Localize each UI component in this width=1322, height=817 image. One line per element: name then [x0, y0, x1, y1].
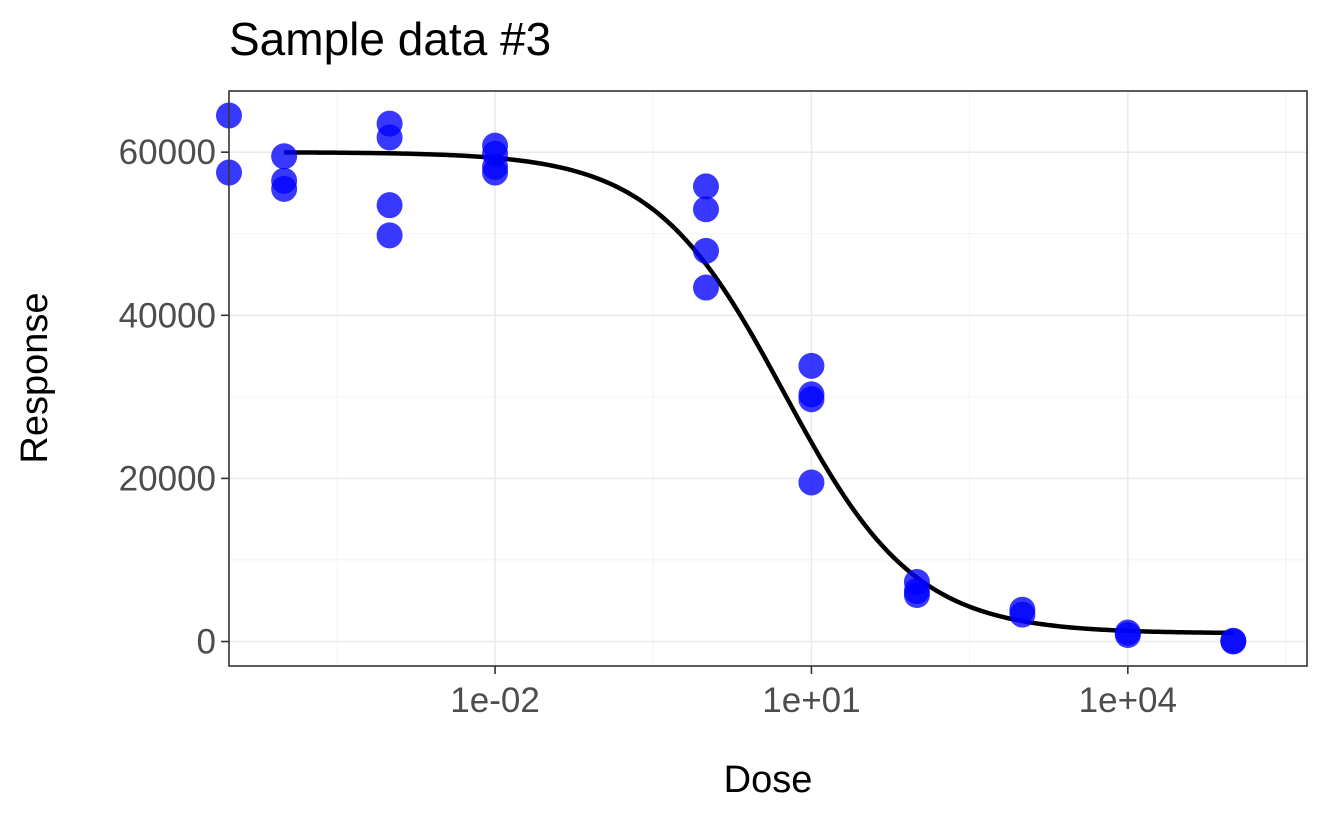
data-point [376, 222, 403, 249]
fit-curve [284, 150, 1234, 636]
x-tick-label: 1e-02 [450, 681, 540, 720]
x-axis: 1e-02 1e+01 1e+04 [450, 666, 1177, 720]
y-tick-label: 40000 [119, 296, 216, 335]
y-axis: 0 20000 40000 60000 [119, 133, 229, 662]
panel-border [228, 90, 1308, 667]
data-point [692, 237, 719, 264]
y-axis-title: Response [14, 292, 56, 463]
data-point [1220, 628, 1247, 655]
data-point [692, 274, 719, 301]
data-points [216, 102, 1247, 655]
data-point [271, 175, 298, 202]
data-point [376, 192, 403, 219]
data-point [1009, 601, 1036, 628]
data-point [692, 173, 719, 200]
data-point [482, 159, 509, 186]
data-point [376, 124, 403, 151]
data-point [271, 143, 298, 170]
y-tick-label: 60000 [119, 133, 216, 172]
data-point [798, 386, 825, 413]
chart-title: Sample data #3 [229, 13, 551, 65]
data-point [692, 196, 719, 223]
data-point [1114, 622, 1141, 649]
data-point [903, 582, 930, 609]
x-tick-label: 1e+04 [1079, 681, 1177, 720]
x-axis-title: Dose [724, 759, 813, 801]
data-point [798, 352, 825, 379]
plot-panel [229, 91, 1307, 666]
minor-gridlines [229, 91, 1307, 666]
x-tick-label: 1e+01 [762, 681, 860, 720]
y-tick-label: 20000 [119, 459, 216, 498]
y-tick-label: 0 [197, 623, 216, 662]
data-point [798, 469, 825, 496]
